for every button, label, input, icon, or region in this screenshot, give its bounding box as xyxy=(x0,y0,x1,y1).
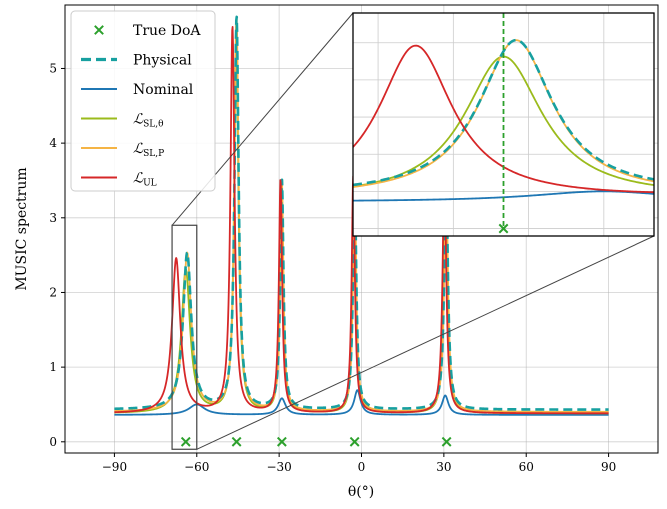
legend-label: True DoA xyxy=(133,23,201,39)
y-tick-label: 5 xyxy=(49,61,57,75)
x-tick-label: 60 xyxy=(519,460,534,474)
x-tick-label: −60 xyxy=(184,460,209,474)
legend-item: ℒSL,P xyxy=(81,141,164,159)
legend-item: Physical xyxy=(81,53,192,69)
true-doa-marker xyxy=(180,436,191,447)
x-tick-label: 90 xyxy=(601,460,616,474)
legend-item: ℒUL xyxy=(81,171,157,189)
x-tick-label: −90 xyxy=(102,460,127,474)
legend-label: ℒUL xyxy=(133,171,157,189)
zoom-connector-bottom xyxy=(196,235,655,450)
y-tick-label: 3 xyxy=(49,211,57,225)
true-doa-marker xyxy=(276,436,287,447)
y-axis-ticks: 0 1 2 3 4 5 xyxy=(49,61,65,449)
inset-true-doa xyxy=(498,13,509,234)
inset-true-doa-marker xyxy=(498,223,509,234)
true-doa-marker xyxy=(349,436,360,447)
x-tick-label: −30 xyxy=(266,460,291,474)
x-axis-label: θ(°) xyxy=(348,484,374,500)
legend-item: Nominal xyxy=(81,82,194,98)
legend-label: Nominal xyxy=(133,82,194,98)
legend-box xyxy=(70,10,216,192)
plot-frame xyxy=(64,4,659,454)
true-doa-marker xyxy=(441,436,452,447)
true-doa-markers xyxy=(180,436,452,447)
y-tick-label: 4 xyxy=(49,136,57,150)
legend: True DoA Physical Nominal ℒSL,θ ℒSL,P ℒUL xyxy=(70,10,216,192)
y-tick-label: 1 xyxy=(49,360,57,374)
legend-item: ℒSL,θ xyxy=(81,112,164,130)
x-axis-ticks: −90 −60 −30 0 30 60 90 xyxy=(102,453,616,474)
y-tick-label: 0 xyxy=(49,435,57,449)
legend-label: ℒSL,θ xyxy=(133,112,164,130)
y-axis-label: MUSIC spectrum xyxy=(14,167,30,290)
legend-item: True DoA xyxy=(94,23,201,39)
x-tick-label: 0 xyxy=(358,460,366,474)
zoom-source-box xyxy=(171,224,198,450)
inset-chart xyxy=(352,12,655,237)
y-tick-label: 2 xyxy=(49,285,57,299)
x-tick-label: 30 xyxy=(436,460,451,474)
true-doa-marker xyxy=(231,436,242,447)
inset-series-line-0 xyxy=(353,38,654,187)
legend-label: Physical xyxy=(133,53,192,69)
legend-label: ℒSL,P xyxy=(133,141,164,159)
inset-frame xyxy=(352,12,655,237)
